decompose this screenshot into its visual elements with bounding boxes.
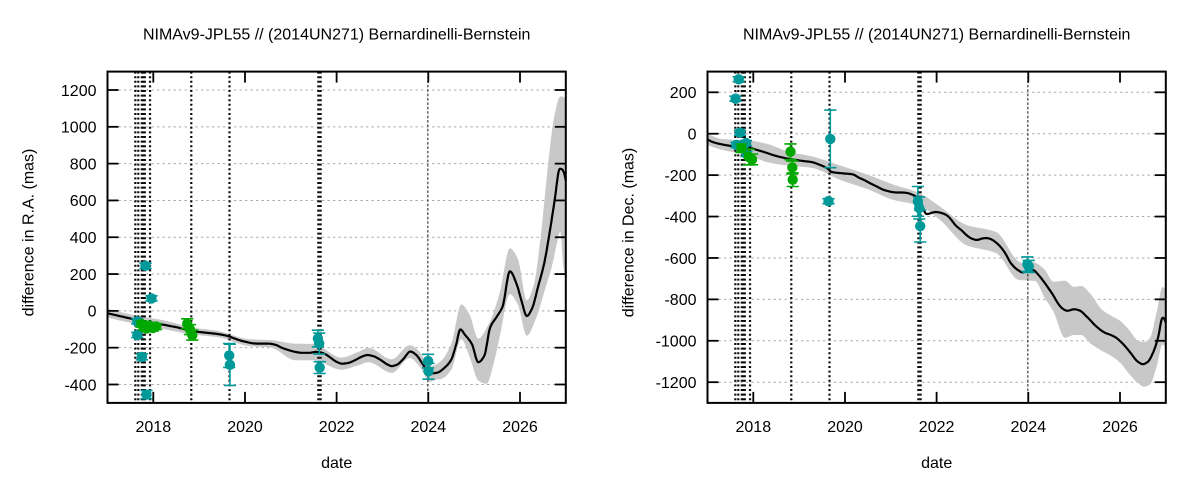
svg-text:200: 200 bbox=[70, 267, 97, 284]
svg-text:2022: 2022 bbox=[919, 419, 955, 436]
svg-text:NIMAv9-JPL55 // (2014UN271) Be: NIMAv9-JPL55 // (2014UN271) Bernardinell… bbox=[143, 27, 530, 44]
svg-text:2024: 2024 bbox=[1011, 419, 1047, 436]
svg-text:0: 0 bbox=[688, 127, 697, 144]
svg-text:2026: 2026 bbox=[1102, 419, 1138, 436]
svg-text:NIMAv9-JPL55 // (2014UN271) Be: NIMAv9-JPL55 // (2014UN271) Bernardinell… bbox=[743, 27, 1130, 44]
svg-text:-400: -400 bbox=[64, 377, 96, 394]
svg-text:1000: 1000 bbox=[61, 120, 97, 137]
svg-text:2026: 2026 bbox=[502, 419, 538, 436]
svg-text:200: 200 bbox=[670, 85, 697, 102]
svg-text:-600: -600 bbox=[664, 251, 696, 268]
svg-text:2022: 2022 bbox=[319, 419, 355, 436]
svg-text:600: 600 bbox=[70, 193, 97, 210]
svg-text:2018: 2018 bbox=[136, 419, 172, 436]
svg-text:-200: -200 bbox=[64, 340, 96, 357]
svg-text:-400: -400 bbox=[664, 209, 696, 226]
svg-text:2018: 2018 bbox=[736, 419, 772, 436]
svg-text:2020: 2020 bbox=[227, 419, 263, 436]
svg-text:1200: 1200 bbox=[61, 83, 97, 100]
svg-text:date: date bbox=[921, 455, 952, 472]
svg-text:difference in Dec. (mas): difference in Dec. (mas) bbox=[621, 148, 638, 318]
svg-text:-800: -800 bbox=[664, 292, 696, 309]
svg-text:2024: 2024 bbox=[411, 419, 447, 436]
svg-text:-200: -200 bbox=[664, 168, 696, 185]
svg-text:-1000: -1000 bbox=[656, 334, 697, 351]
svg-text:date: date bbox=[321, 455, 352, 472]
svg-text:difference in R.A. (mas): difference in R.A. (mas) bbox=[21, 149, 38, 317]
svg-text:2020: 2020 bbox=[827, 419, 863, 436]
svg-text:-1200: -1200 bbox=[656, 375, 697, 392]
svg-text:0: 0 bbox=[88, 304, 97, 321]
svg-text:400: 400 bbox=[70, 230, 97, 247]
svg-text:800: 800 bbox=[70, 156, 97, 173]
